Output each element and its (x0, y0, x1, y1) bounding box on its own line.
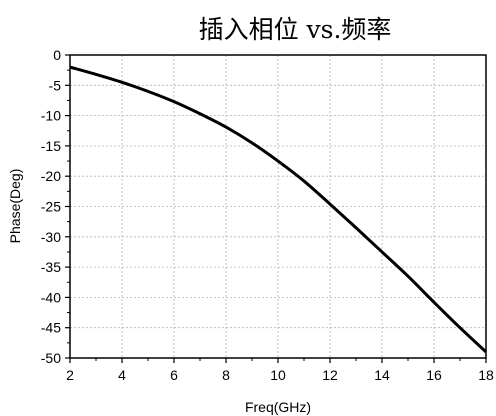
y-tick-label: -20 (41, 168, 61, 184)
y-tick-label: -35 (41, 259, 61, 275)
x-tick-label: 2 (66, 367, 74, 383)
y-tick-label: -15 (41, 138, 61, 154)
x-tick-label: 8 (222, 367, 230, 383)
y-tick-label: -30 (41, 229, 61, 245)
chart-title: 插入相位 vs.频率 (199, 15, 392, 44)
x-tick-label: 6 (170, 367, 178, 383)
tick-marks (65, 54, 487, 363)
series-layer (69, 65, 488, 354)
y-tick-label: 0 (53, 47, 61, 63)
grid-lines (70, 55, 486, 358)
y-tick-label: -5 (49, 77, 62, 93)
y-tick-label: -40 (41, 289, 61, 305)
y-tick-label: -50 (41, 350, 61, 366)
y-tick-label: -10 (41, 108, 61, 124)
x-tick-label: 4 (118, 367, 126, 383)
phase-series-line (69, 65, 488, 354)
x-axis-label: Freq(GHz) (245, 399, 311, 415)
x-tick-label: 16 (426, 367, 442, 383)
y-axis-label: Phase(Deg) (7, 169, 23, 244)
y-tick-label: -25 (41, 199, 61, 215)
y-tick-labels: 0 -5 -10 -15 -20 -25 -30 -35 -40 -45 -50 (41, 47, 61, 366)
x-tick-label: 14 (374, 367, 390, 383)
x-tick-label: 10 (270, 367, 286, 383)
x-tick-label: 12 (322, 367, 338, 383)
x-tick-labels: 2 4 6 8 10 12 14 16 18 (66, 367, 494, 383)
x-tick-label: 18 (478, 367, 494, 383)
y-tick-label: -45 (41, 320, 61, 336)
